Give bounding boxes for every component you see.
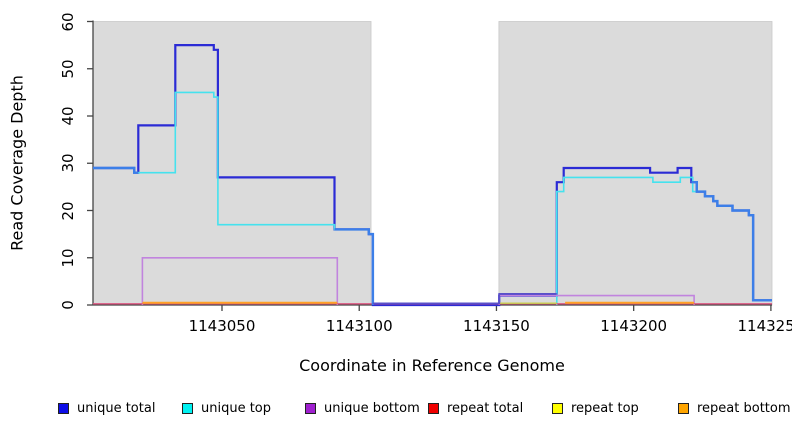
legend-label-unique-total: unique total	[77, 400, 156, 416]
overlay-total-top-overlap-right	[691, 181, 772, 302]
legend-item-unique-top: unique top	[182, 400, 272, 416]
y-tick-label-10: 10	[59, 248, 77, 268]
y-tick-label-50: 50	[59, 59, 77, 79]
legend-swatch-unique-top	[182, 402, 193, 414]
legend-label-unique-bottom: unique bottom	[324, 400, 420, 416]
legend-swatch-repeat-total	[428, 402, 439, 414]
x-tick-label-1143250: 1143250	[737, 317, 792, 335]
legend-item-unique-total: unique total	[58, 400, 156, 416]
y-tick-label-0: 0	[59, 300, 77, 310]
y-axis-title: Read Coverage Depth	[7, 75, 27, 251]
series-unique-bottom-1	[141, 257, 339, 305]
legend-label-repeat-bottom: repeat bottom	[697, 400, 791, 416]
legend-item-repeat-top: repeat top	[552, 400, 639, 416]
legend-item-repeat-total: repeat total	[428, 400, 524, 416]
x-tick-label-1143150: 1143150	[463, 317, 530, 335]
legend-swatch-unique-total	[58, 402, 69, 414]
x-tick-label-1143050: 1143050	[188, 317, 256, 335]
overlay-total-top-overlap-mid	[334, 228, 375, 305]
legend-label-repeat-top: repeat top	[571, 400, 639, 416]
y-tick-label-40: 40	[59, 106, 77, 126]
y-tick-label-60: 60	[59, 11, 77, 32]
y-tick-label-30: 30	[59, 153, 77, 173]
x-tick-label-1143200: 1143200	[600, 317, 668, 335]
legend-item-repeat-bottom: repeat bottom	[678, 400, 791, 416]
x-tick-label-1143100: 1143100	[325, 317, 393, 335]
legend-label-repeat-total: repeat total	[447, 400, 524, 416]
x-axis-title: Coordinate in Reference Genome	[299, 356, 565, 375]
legend-swatch-repeat-top	[552, 402, 563, 414]
legend-swatch-repeat-bottom	[678, 402, 689, 414]
shaded-region-2	[498, 21, 773, 306]
overlay-total-bottom-overlap-gap	[372, 293, 557, 305]
legend-swatch-unique-bottom	[305, 402, 316, 414]
legend-item-unique-bottom: unique bottom	[305, 400, 420, 416]
shaded-region-1	[92, 21, 372, 306]
overlay-total-top-overlap-left	[93, 166, 139, 174]
y-tick-label-20: 20	[59, 200, 77, 221]
legend-label-unique-top: unique top	[201, 400, 272, 416]
